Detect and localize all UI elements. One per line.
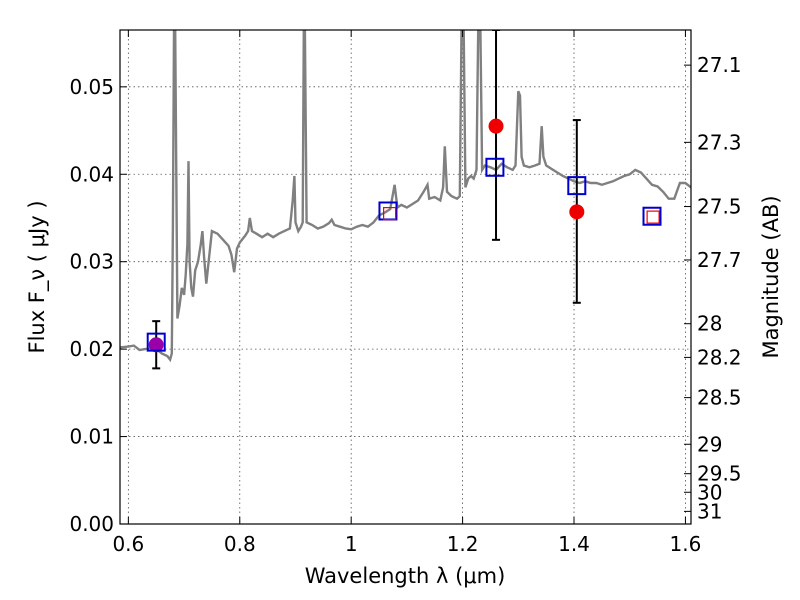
x-tick-label: 1.6 [670,532,702,556]
y-tick-label: 0.05 [69,75,114,99]
plot-frame [119,29,692,525]
y-tick-label: 0.04 [69,162,114,186]
x-tick-label: 0.6 [112,532,144,556]
magnitude-tick-label: 27.5 [697,195,742,219]
magnitude-tick-label: 28 [697,312,722,336]
observed-point [569,204,585,220]
magnitude-tick-label: 27.7 [697,248,742,272]
y-tick-label: 0.02 [69,337,114,361]
magnitude-tick-label: 29 [697,432,722,456]
x-tick-label: 1 [345,532,358,556]
limit-point [383,207,397,221]
model-point [567,176,587,196]
model-point [642,206,662,226]
magnitude-axis-label: Magnitude (AB) [759,195,783,358]
spectrum-line [120,30,691,363]
magnitude-tick-label: 27.1 [697,53,742,77]
magnitude-tick-label: 29.5 [697,462,742,486]
y-tick-label: 0.01 [69,425,114,449]
model-point [146,332,166,352]
magnitude-tick-label: 27.3 [697,130,742,154]
y-tick-label: 0.03 [69,250,114,274]
x-tick-label: 1.4 [558,532,590,556]
magnitude-tick-label: 28.2 [697,345,742,369]
limit-point [646,210,660,224]
y-tick-label: 0.00 [69,512,114,536]
magnitude-tick-label: 31 [697,499,722,523]
y-ticks: 0.00 0.01 0.02 0.03 0.04 0.05 [69,75,127,536]
magnitude-tick-label: 28.5 [697,386,742,410]
observed-point-blended [148,337,164,353]
model-point [485,157,505,177]
plot-area [120,30,691,370]
markers [146,30,662,370]
observed-point [488,118,504,134]
y-axis-label: Flux F_ν ( μJy ) [25,200,50,353]
x-tick-label: 1.2 [447,532,479,556]
x-ticks: 0.6 0.8 1 1.2 1.4 1.6 [112,30,701,556]
x-tick-label: 0.8 [224,532,256,556]
x-axis-label: Wavelength λ (μm) [305,564,506,588]
magnitude-tick-label: 30 [697,480,722,504]
